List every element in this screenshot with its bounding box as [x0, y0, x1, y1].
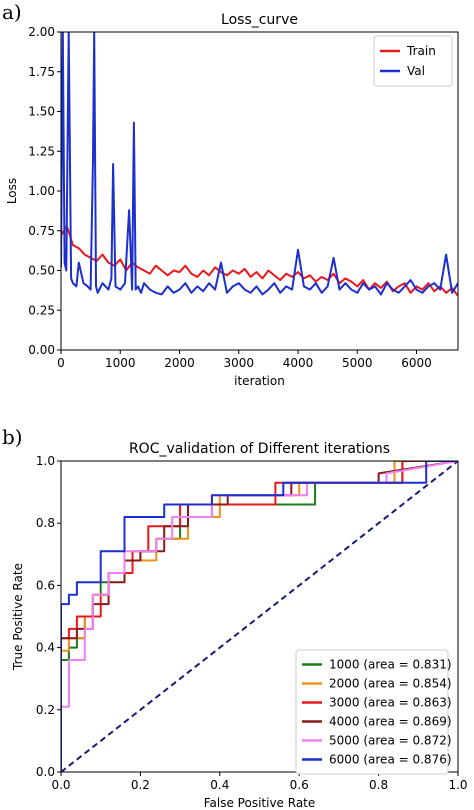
x-tick-label: 2000 [164, 356, 195, 370]
y-tick-label: 0.00 [28, 343, 55, 357]
legend: Train Val [373, 35, 453, 87]
loss-curve-chart: Loss_curve 0 1000 2000 3000 4000 5000 6000 0.00 0… [5, 12, 459, 388]
legend-label-3000-area-0-863: 3000 (area = 0.863) [329, 696, 452, 710]
y-tick-label: 2.00 [28, 25, 55, 39]
x-tick-label: 0.6 [290, 778, 309, 792]
y-tick-label: 0.25 [28, 303, 55, 317]
y-tick-label: 1.50 [28, 105, 55, 119]
x-tick-label: 5000 [342, 356, 373, 370]
y-tick-label: 0.4 [36, 641, 55, 655]
plot-area [61, 32, 458, 297]
panel-a-label: a) [2, 0, 22, 24]
x-tick-label: 0.4 [210, 778, 229, 792]
legend-label-6000-area-0-876: 6000 (area = 0.876) [329, 753, 452, 767]
y-tick-label: 1.25 [28, 144, 55, 158]
legend-label-val: Val [407, 64, 425, 78]
chart-title: ROC_validation of Different iterations [129, 441, 390, 457]
y-tick-label: 0.2 [36, 703, 55, 717]
x-tick-label: 1000 [105, 356, 136, 370]
roc-chart: ROC_validation of Different iterations 0.… [11, 441, 468, 810]
x-tick-label: 1.0 [448, 778, 467, 792]
y-tick-label: 0.75 [28, 224, 55, 238]
y-axis-label: True Positive Rate [11, 563, 25, 671]
x-tick-label: 3000 [223, 356, 254, 370]
y-tick-label: 0.6 [36, 578, 55, 592]
chart-title: Loss_curve [221, 12, 298, 28]
chance-diagonal-line [61, 461, 458, 772]
y-tick-label: 1.75 [28, 65, 55, 79]
y-axis-label: Loss [5, 178, 19, 204]
y-tick-label: 0.0 [36, 765, 55, 779]
legend-label-5000-area-0-872: 5000 (area = 0.872) [329, 734, 452, 748]
legend-label-2000-area-0-854: 2000 (area = 0.854) [329, 677, 452, 691]
x-tick-label: 4000 [283, 356, 314, 370]
legend: 1000 (area = 0.831) 2000 (area = 0.854) 30… [295, 649, 452, 775]
legend-box [373, 35, 453, 87]
x-tick-label: 0.2 [131, 778, 150, 792]
series-line-train [61, 225, 458, 297]
x-tick-label: 0 [57, 356, 65, 370]
plot-frame [60, 31, 459, 351]
x-tick-label: 0.8 [369, 778, 388, 792]
series-line-3000-area-0-863 [61, 461, 458, 772]
y-tick-label: 1.00 [28, 184, 55, 198]
x-axis-label: False Positive Rate [204, 796, 316, 810]
x-tick-label: 6000 [401, 356, 432, 370]
x-tick-label: 0.0 [51, 778, 70, 792]
panel-b-label: b) [2, 425, 23, 449]
legend-box [295, 649, 449, 775]
y-tick-label: 1.0 [36, 454, 55, 468]
plot-frame [60, 460, 459, 773]
plot-area [61, 461, 458, 772]
x-axis-label: iteration [234, 374, 285, 388]
series-line-val [61, 32, 458, 296]
series-line-6000-area-0-876 [61, 461, 458, 772]
legend-label-4000-area-0-869: 4000 (area = 0.869) [329, 715, 452, 729]
y-tick-label: 0.8 [36, 516, 55, 530]
legend-label-train: Train [406, 44, 436, 58]
y-tick-label: 0.50 [28, 264, 55, 278]
legend-label-1000-area-0-831: 1000 (area = 0.831) [329, 658, 452, 672]
